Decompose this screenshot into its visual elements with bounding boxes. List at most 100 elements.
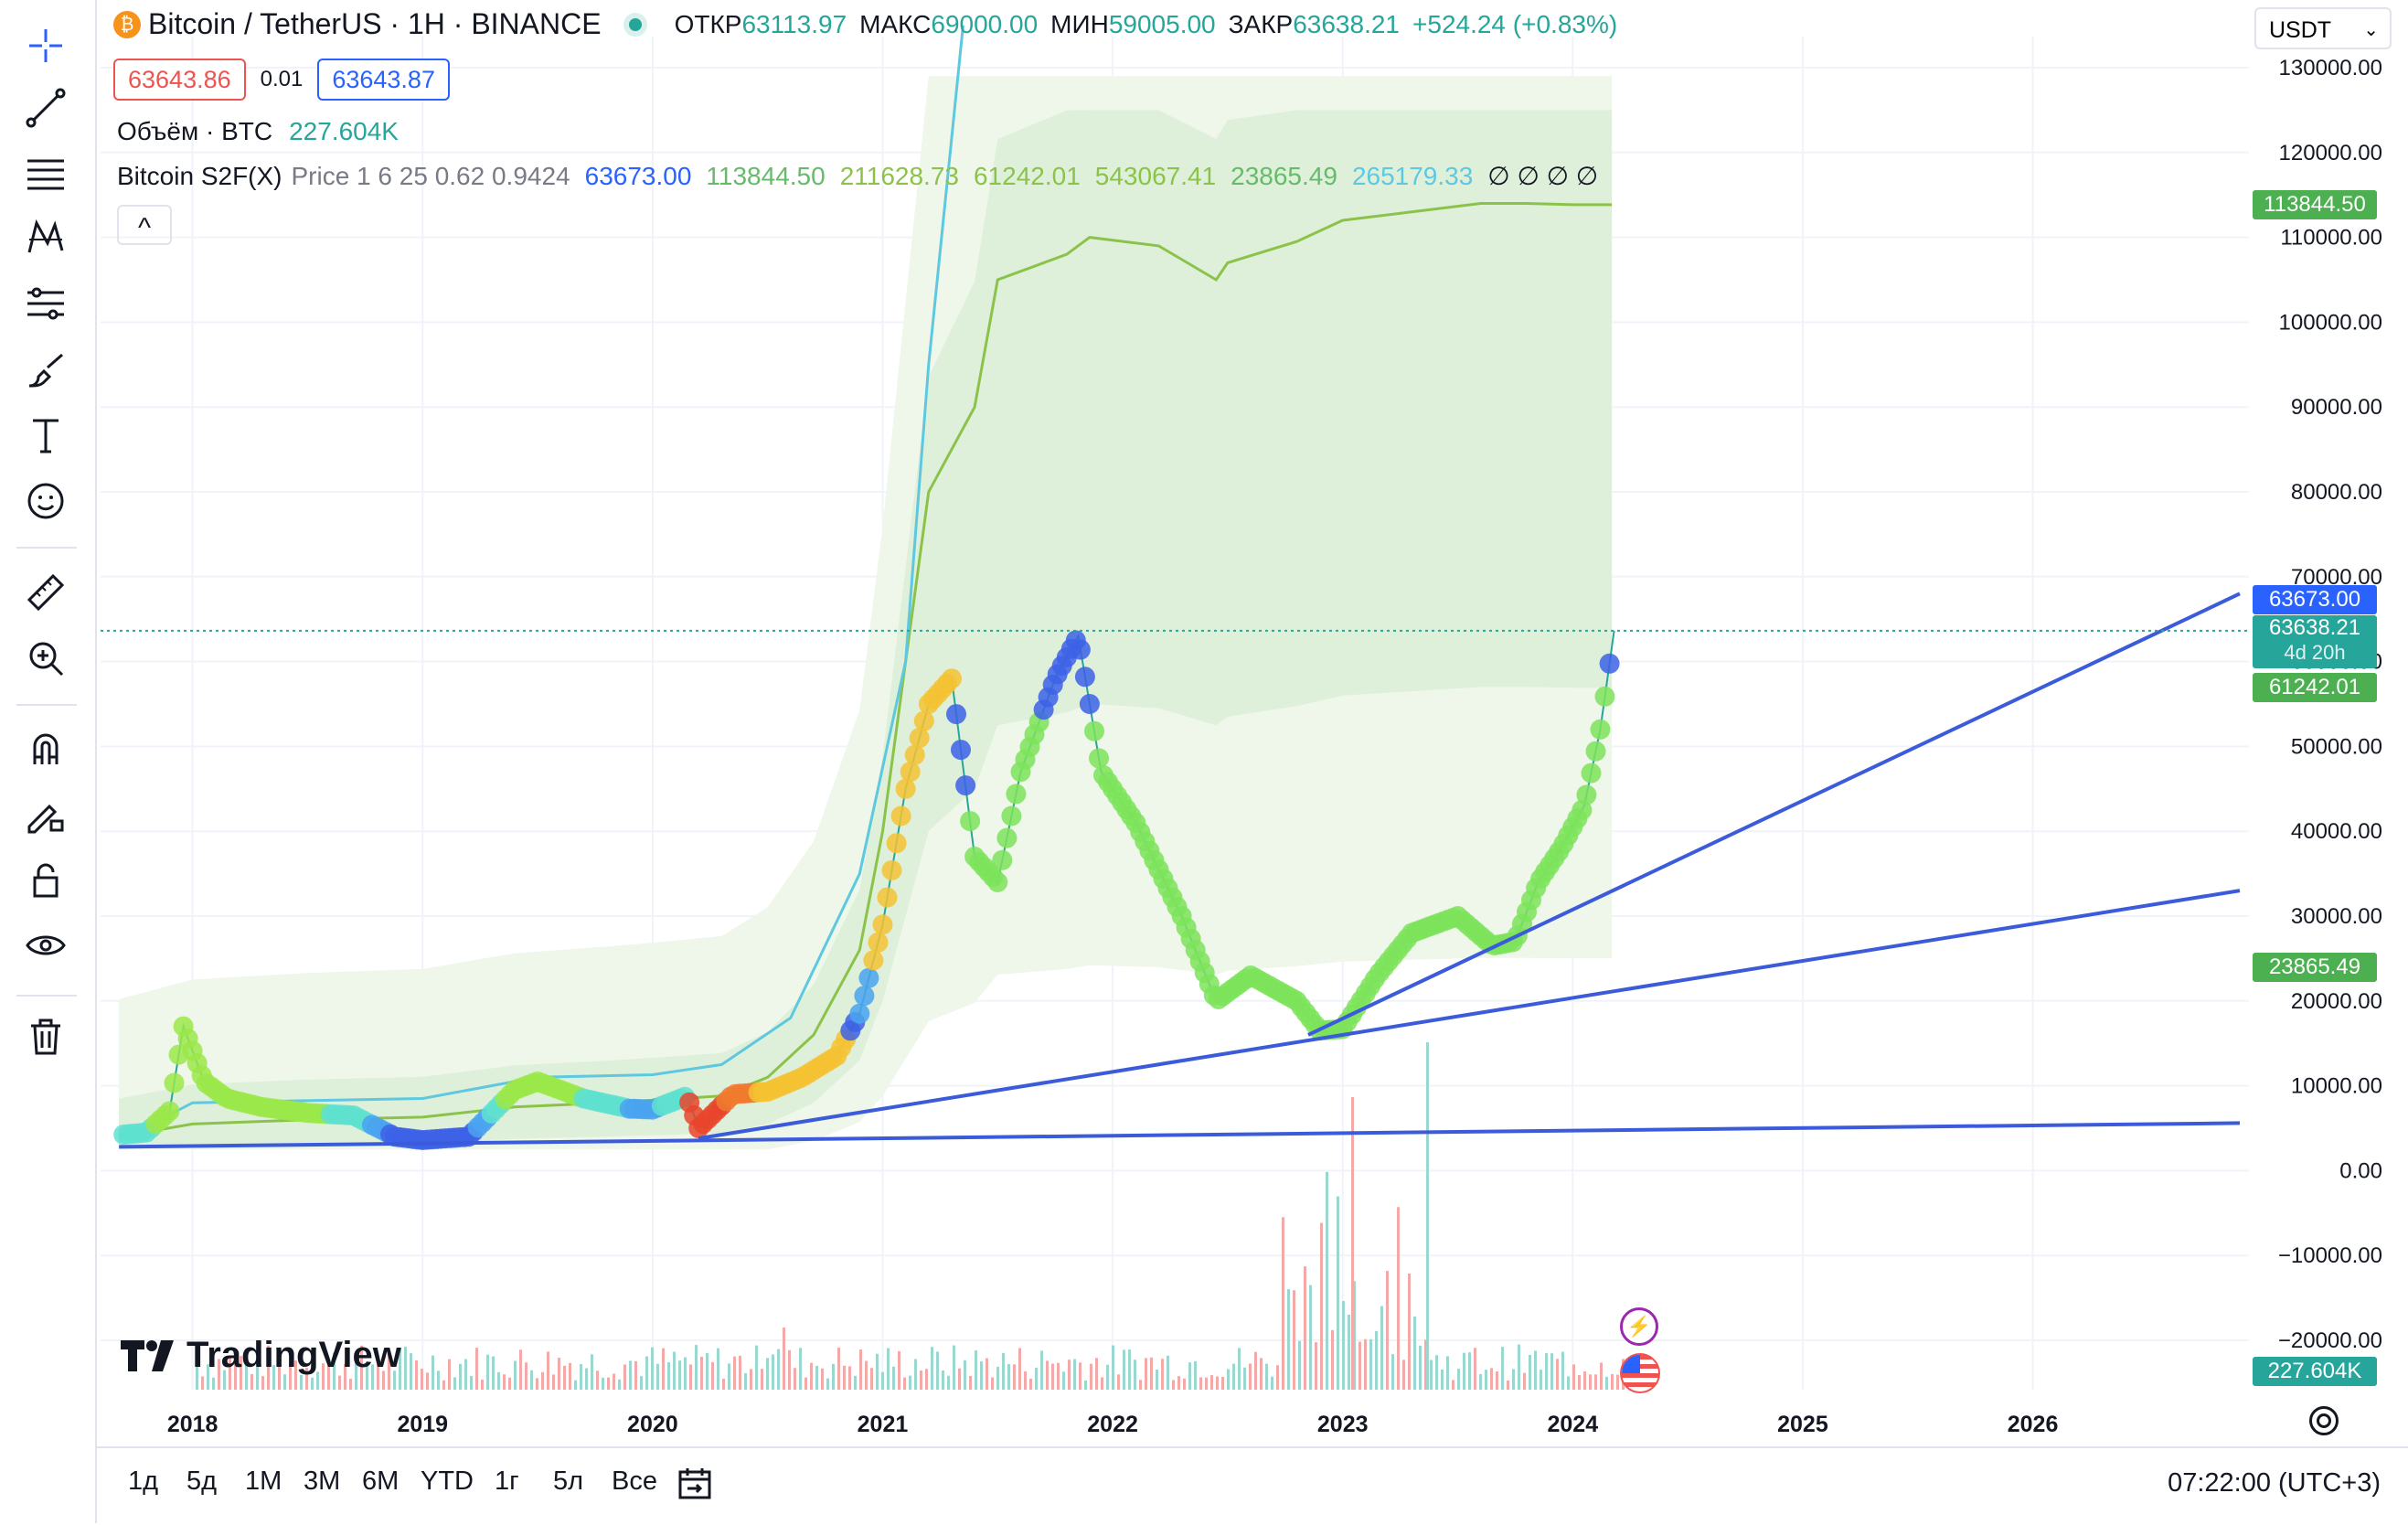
- lock-draw-icon[interactable]: [20, 788, 71, 839]
- s2f-dot: [904, 744, 925, 765]
- symbol-title[interactable]: Bitcoin / TetherUS · 1H · BINANCE: [148, 7, 602, 40]
- x-tick-label: 2021: [858, 1412, 909, 1437]
- y-tick-label: −10000.00: [2278, 1243, 2382, 1268]
- volume-bar: [1002, 1352, 1005, 1390]
- volume-bar: [541, 1371, 544, 1390]
- low-label: МИН: [1050, 9, 1109, 38]
- volume-bar: [1589, 1374, 1592, 1390]
- x-tick-label: 2025: [1777, 1412, 1828, 1437]
- magnet-icon[interactable]: [20, 722, 71, 773]
- range-button[interactable]: 6М: [362, 1466, 400, 1496]
- volume-bar: [865, 1360, 868, 1390]
- volume-bar: [607, 1377, 610, 1390]
- text-icon[interactable]: [20, 410, 71, 461]
- volume-bar: [761, 1369, 763, 1390]
- volume-bar: [1605, 1376, 1608, 1390]
- s2f-inner-band: [119, 110, 1613, 1146]
- zoom-in-icon[interactable]: [20, 633, 71, 684]
- volume-bar: [887, 1348, 890, 1390]
- volume-bar: [530, 1370, 533, 1390]
- s2f-dot: [909, 728, 930, 749]
- volume-bar: [508, 1377, 511, 1390]
- volume-bar: [991, 1377, 994, 1390]
- range-button[interactable]: Все: [612, 1466, 657, 1496]
- pattern-icon[interactable]: [20, 212, 71, 263]
- volume-bar: [437, 1370, 440, 1390]
- crosshair-icon[interactable]: [20, 20, 71, 71]
- range-button[interactable]: YTD: [421, 1466, 474, 1496]
- trend-line-icon[interactable]: [20, 82, 71, 133]
- volume-bar: [986, 1358, 988, 1390]
- us-flag-icon[interactable]: [1620, 1353, 1660, 1393]
- volume-bar: [201, 1376, 204, 1390]
- clock-time[interactable]: 07:22:00 (UTC+3): [2168, 1468, 2381, 1498]
- s2f-dot: [890, 805, 911, 826]
- volume-bar: [344, 1363, 346, 1390]
- s2f-dot: [1074, 667, 1095, 688]
- y-tick-label: 20000.00: [2291, 989, 2382, 1014]
- s2f-dot: [1572, 800, 1593, 820]
- ruler-icon[interactable]: [20, 567, 71, 618]
- collapse-legend-button[interactable]: ^: [117, 205, 172, 245]
- s2f-dot: [886, 833, 907, 854]
- gear-icon[interactable]: [2309, 1406, 2339, 1435]
- s2f-dot: [987, 871, 1008, 892]
- volume-bar: [283, 1374, 286, 1390]
- lightning-icon[interactable]: ⚡: [1620, 1307, 1658, 1346]
- range-button[interactable]: 3М: [304, 1466, 341, 1496]
- s2f-dot: [900, 762, 921, 783]
- x-tick-label: 2026: [2008, 1412, 2059, 1437]
- brush-icon[interactable]: [20, 344, 71, 395]
- volume-tag: 227.604K: [2253, 1357, 2377, 1386]
- volume-legend[interactable]: Объём · BTC 227.604K: [117, 117, 399, 146]
- volume-bar: [1419, 1345, 1422, 1390]
- volume-bar: [859, 1349, 862, 1390]
- volume-bar: [261, 1376, 264, 1390]
- fib-icon[interactable]: [20, 148, 71, 199]
- tradingview-logo-icon: [121, 1339, 174, 1371]
- volume-bar: [404, 1346, 407, 1390]
- calendar-icon[interactable]: [677, 1465, 713, 1501]
- volume-bar: [969, 1376, 972, 1390]
- price-chart[interactable]: 130000.00 120000.00 110000.00 100000.00 9000…: [0, 0, 2408, 1445]
- volume-bar: [1216, 1376, 1219, 1390]
- tradingview-logo[interactable]: TradingView: [121, 1335, 401, 1376]
- last-price-value: 63638.21: [2268, 615, 2361, 640]
- volume-bar: [618, 1379, 621, 1390]
- volume-bar: [1167, 1355, 1169, 1390]
- indicator-legend[interactable]: Bitcoin S2F(X) Price 1 6 25 0.62 0.9424 …: [117, 161, 1598, 191]
- forecast-icon[interactable]: [20, 278, 71, 329]
- y-tick-label: 0.00: [2339, 1158, 2382, 1183]
- s2f-model-line: [118, 202, 1613, 1138]
- volume-bar: [783, 1328, 785, 1390]
- volume-bar: [750, 1369, 752, 1390]
- eye-icon[interactable]: [20, 920, 71, 971]
- buy-button[interactable]: 63643.87: [317, 59, 450, 101]
- indicator-value-2: 113844.50: [706, 161, 826, 190]
- market-status-icon: [628, 17, 642, 31]
- sell-button[interactable]: 63643.86: [113, 59, 246, 101]
- volume-bar: [1485, 1370, 1487, 1390]
- volume-bar: [1007, 1364, 1010, 1390]
- volume-bar: [547, 1351, 549, 1390]
- volume-bar: [1364, 1338, 1367, 1390]
- volume-bar: [722, 1378, 725, 1390]
- volume-bar: [1594, 1374, 1597, 1390]
- trash-icon[interactable]: [20, 1011, 71, 1062]
- emoji-icon[interactable]: [20, 475, 71, 527]
- volume-bar: [920, 1370, 922, 1390]
- open-label: ОТКР: [674, 9, 742, 38]
- currency-select[interactable]: USDT ⌄: [2254, 7, 2392, 49]
- range-button[interactable]: 5л: [553, 1466, 584, 1496]
- lock-icon[interactable]: [20, 854, 71, 905]
- volume-bar: [316, 1371, 319, 1390]
- volume-bar: [1337, 1196, 1339, 1390]
- range-button[interactable]: 1М: [245, 1466, 282, 1496]
- volume-bar: [700, 1356, 703, 1390]
- volume-bar: [1018, 1348, 1021, 1390]
- range-button[interactable]: 1д: [128, 1466, 159, 1496]
- range-button[interactable]: 5д: [186, 1466, 218, 1496]
- range-button[interactable]: 1г: [495, 1466, 519, 1496]
- s2f-dot: [1599, 653, 1620, 674]
- volume-bar: [1397, 1207, 1400, 1390]
